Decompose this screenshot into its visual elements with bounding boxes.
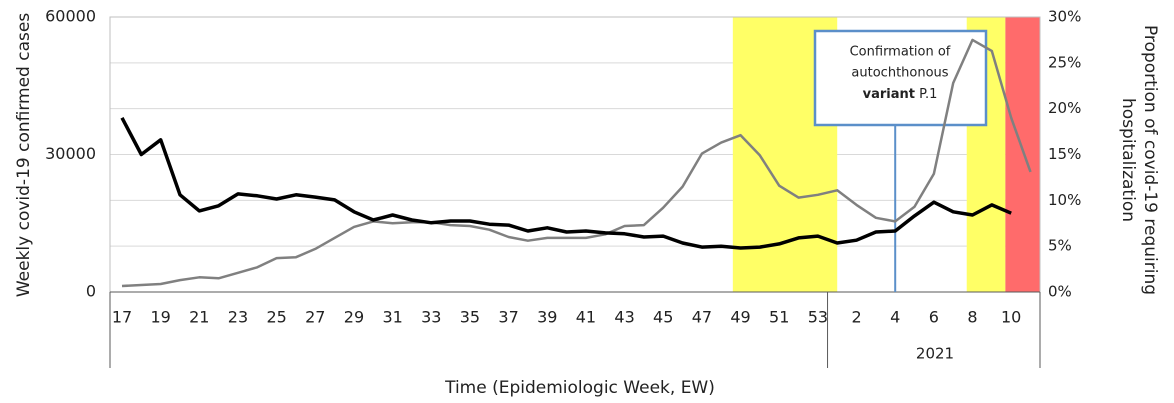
x-tick-label: 51 bbox=[769, 308, 789, 327]
x-tick-label: 2 bbox=[851, 308, 861, 327]
y-axis-label: Weekly covid-19 confirmed cases bbox=[14, 13, 34, 297]
x-tick-label: 39 bbox=[537, 308, 557, 327]
highlight-band bbox=[1005, 17, 1040, 292]
y2-tick-label: 30% bbox=[1048, 8, 1081, 26]
x-tick-label: 43 bbox=[614, 308, 634, 327]
y2-tick-label: 25% bbox=[1048, 53, 1081, 71]
annotation-text: Confirmation of bbox=[850, 45, 951, 60]
x-tick-label: 33 bbox=[421, 308, 441, 327]
annotation-text: autochthonous bbox=[851, 66, 948, 81]
x-tick-label: 10 bbox=[1001, 308, 1021, 327]
y2-axis-label: Proportion of covid-19 requiring bbox=[1140, 25, 1160, 295]
x-tick-label: 21 bbox=[189, 308, 209, 327]
x-tick-label: 17 bbox=[112, 308, 132, 327]
series-line bbox=[120, 116, 1012, 250]
y2-axis-label: hospitalization bbox=[1118, 98, 1138, 222]
annotation-bold: variant bbox=[863, 87, 915, 102]
annotation-text: variant P.1 bbox=[863, 87, 938, 102]
y2-tick-label: 0% bbox=[1048, 283, 1072, 301]
x-tick-label: 41 bbox=[576, 308, 596, 327]
year-label: 2021 bbox=[916, 345, 954, 363]
annotation-text: P.1 bbox=[919, 87, 937, 102]
x-tick-label: 35 bbox=[460, 308, 480, 327]
x-tick-label: 4 bbox=[890, 308, 900, 327]
x-tick-label: 37 bbox=[498, 308, 518, 327]
x-tick-label: 27 bbox=[305, 308, 325, 327]
x-axis-label: Time (Epidemiologic Week, EW) bbox=[444, 378, 715, 398]
y2-tick-label: 15% bbox=[1048, 145, 1081, 163]
x-tick-label: 8 bbox=[967, 308, 977, 327]
y2-tick-label: 20% bbox=[1048, 99, 1081, 117]
series-line bbox=[121, 38, 1032, 288]
x-tick-label: 49 bbox=[730, 308, 750, 327]
x-tick-label: 53 bbox=[808, 308, 828, 327]
x-tick-label: 45 bbox=[653, 308, 673, 327]
x-tick-label: 19 bbox=[150, 308, 170, 327]
y-tick-label: 60000 bbox=[45, 7, 96, 26]
x-tick-label: 31 bbox=[382, 308, 402, 327]
x-tick-label: 25 bbox=[266, 308, 286, 327]
x-tick-label: 29 bbox=[344, 308, 364, 327]
annotation-box bbox=[813, 29, 988, 127]
y2-tick-label: 5% bbox=[1048, 237, 1072, 255]
x-tick-label: 6 bbox=[929, 308, 939, 327]
y2-tick-label: 10% bbox=[1048, 191, 1081, 209]
x-tick-label: 23 bbox=[228, 308, 248, 327]
x-tick-label: 47 bbox=[692, 308, 712, 327]
y-tick-label: 0 bbox=[86, 282, 96, 301]
y-tick-label: 30000 bbox=[45, 144, 96, 163]
